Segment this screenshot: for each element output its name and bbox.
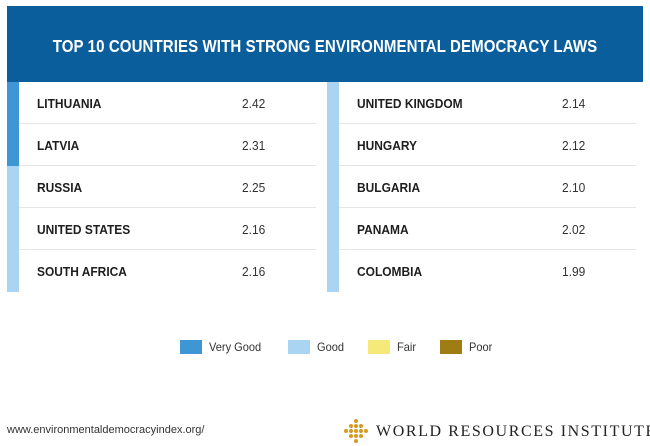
ranking-column-left: LITHUANIA 2.42 LATVIA 2.31 RUSSIA 2.25 UNITED … <box>7 82 316 292</box>
rating-bar <box>327 166 339 208</box>
country-name: LATVIA <box>37 138 80 153</box>
country-score: 1.99 <box>562 264 586 279</box>
rating-bar <box>7 82 19 124</box>
legend-swatch <box>287 340 310 354</box>
legend-swatch <box>439 340 462 354</box>
country-name: BULGARIA <box>357 180 421 195</box>
row-divider <box>339 123 636 124</box>
legend-item: Fair <box>368 340 418 354</box>
table-row: LATVIA 2.31 <box>7 124 316 166</box>
table-row: PANAMA 2.02 <box>327 208 636 250</box>
country-score: 2.02 <box>562 222 586 237</box>
rating-bar <box>327 82 339 124</box>
legend-item: Poor <box>439 340 494 354</box>
row-divider <box>19 123 316 124</box>
legend: Very Good Good Fair Poor <box>180 340 516 354</box>
country-score: 2.14 <box>562 96 586 111</box>
country-score: 2.25 <box>242 180 266 195</box>
table-row: COLOMBIA 1.99 <box>327 250 636 292</box>
row-divider <box>19 165 316 166</box>
country-name: HUNGARY <box>357 138 418 153</box>
country-score: 2.42 <box>242 96 266 111</box>
table-row: SOUTH AFRICA 2.16 <box>7 250 316 292</box>
rating-bar <box>327 124 339 166</box>
ranking-column-right: UNITED KINGDOM 2.14 HUNGARY 2.12 BULGARIA 2.1… <box>327 82 636 292</box>
table-row: HUNGARY 2.12 <box>327 124 636 166</box>
legend-swatch <box>368 340 391 354</box>
country-score: 2.16 <box>242 264 266 279</box>
rating-bar <box>7 124 19 166</box>
legend-label: Poor <box>468 340 493 354</box>
row-divider <box>19 249 316 250</box>
rating-bar <box>7 250 19 292</box>
legend-label: Good <box>316 340 344 354</box>
row-divider <box>339 165 636 166</box>
footer-url: www.environmentaldemocracyindex.org/ <box>7 424 205 436</box>
rating-bar <box>327 250 339 292</box>
legend-item: Very Good <box>180 340 266 354</box>
country-name: UNITED STATES <box>37 222 131 237</box>
country-name: SOUTH AFRICA <box>37 264 127 279</box>
table-row: RUSSIA 2.25 <box>7 166 316 208</box>
row-divider <box>339 249 636 250</box>
title-banner: TOP 10 COUNTRIES WITH STRONG ENVIRONMENT… <box>7 6 643 82</box>
country-score: 2.31 <box>242 138 266 153</box>
country-score: 2.16 <box>242 222 266 237</box>
table-row: BULGARIA 2.10 <box>327 166 636 208</box>
country-name: RUSSIA <box>37 180 83 195</box>
table-row: UNITED KINGDOM 2.14 <box>327 82 636 124</box>
country-name: COLOMBIA <box>357 264 423 279</box>
legend-label: Very Good <box>209 340 262 354</box>
country-score: 2.10 <box>562 180 586 195</box>
organization-name: WORLD RESOURCES INSTITUTE <box>376 423 650 440</box>
legend-item: Good <box>287 340 346 354</box>
country-score: 2.12 <box>562 138 586 153</box>
rating-bar <box>7 208 19 250</box>
row-divider <box>19 207 316 208</box>
table-row: UNITED STATES 2.16 <box>7 208 316 250</box>
rating-bar <box>327 208 339 250</box>
country-name: UNITED KINGDOM <box>357 96 463 111</box>
row-divider <box>339 207 636 208</box>
legend-swatch <box>180 340 202 354</box>
table-row: LITHUANIA 2.42 <box>7 82 316 124</box>
wri-diamond-icon <box>344 419 368 443</box>
chart-title: TOP 10 COUNTRIES WITH STRONG ENVIRONMENT… <box>52 36 598 56</box>
country-name: PANAMA <box>357 222 409 237</box>
legend-label: Fair <box>397 340 417 354</box>
country-name: LITHUANIA <box>37 96 102 111</box>
rating-bar <box>7 166 19 208</box>
